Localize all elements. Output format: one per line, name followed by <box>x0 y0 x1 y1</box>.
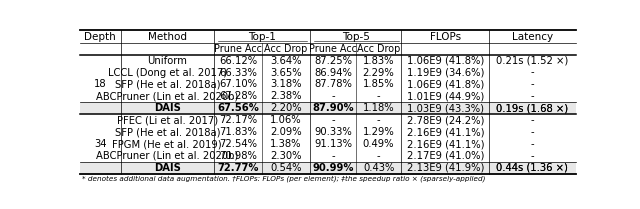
Text: 67.56%: 67.56% <box>218 103 259 113</box>
Text: 72.17%: 72.17% <box>219 115 257 125</box>
Text: 0.44s (1.36 ×): 0.44s (1.36 ×) <box>497 163 568 173</box>
Text: -: - <box>377 151 380 161</box>
Text: 0.49%: 0.49% <box>363 139 394 149</box>
Text: 2.16E9 (41.1%): 2.16E9 (41.1%) <box>407 127 484 137</box>
Text: 66.12%: 66.12% <box>219 56 257 66</box>
Text: Acc Drop: Acc Drop <box>357 44 400 54</box>
Text: -: - <box>531 91 534 101</box>
Text: 2.38%: 2.38% <box>270 91 301 101</box>
Text: Uniform: Uniform <box>147 56 188 66</box>
Text: 2.29%: 2.29% <box>363 68 394 78</box>
Text: 87.90%: 87.90% <box>312 103 354 113</box>
Text: -: - <box>331 115 335 125</box>
Text: DAIS: DAIS <box>154 163 180 173</box>
Text: FLOPs: FLOPs <box>430 32 461 42</box>
Text: LCCL (Dong et al. 2017): LCCL (Dong et al. 2017) <box>108 68 227 78</box>
Text: 1.06E9 (41.8%): 1.06E9 (41.8%) <box>407 79 484 89</box>
Text: Latency: Latency <box>512 32 553 42</box>
Text: -: - <box>531 127 534 137</box>
Text: Method: Method <box>148 32 187 42</box>
Text: 72.54%: 72.54% <box>220 139 257 149</box>
Text: ABCPruner (Lin et al. 2020b): ABCPruner (Lin et al. 2020b) <box>96 151 239 161</box>
Text: 2.16E9 (41.1%): 2.16E9 (41.1%) <box>407 139 484 149</box>
Text: 71.83%: 71.83% <box>220 127 257 137</box>
Text: 0.54%: 0.54% <box>270 163 301 173</box>
Text: -: - <box>331 151 335 161</box>
Text: Top-1: Top-1 <box>248 32 276 42</box>
Text: -: - <box>531 68 534 78</box>
Text: 1.38%: 1.38% <box>270 139 301 149</box>
Text: 1.85%: 1.85% <box>363 79 394 89</box>
Text: 2.20%: 2.20% <box>270 103 301 113</box>
Text: 86.94%: 86.94% <box>314 68 352 78</box>
Text: ABCPruner (Lin et al. 2020b): ABCPruner (Lin et al. 2020b) <box>96 91 239 101</box>
Text: 72.77%: 72.77% <box>218 163 259 173</box>
Text: 0.44s (1.36 ×): 0.44s (1.36 ×) <box>497 163 568 173</box>
Text: 2.09%: 2.09% <box>270 127 301 137</box>
Text: 91.13%: 91.13% <box>314 139 352 149</box>
Text: -: - <box>531 139 534 149</box>
Text: FPGM (He et al. 2019): FPGM (He et al. 2019) <box>113 139 222 149</box>
Text: 66.33%: 66.33% <box>220 68 257 78</box>
Bar <box>80 162 576 174</box>
Text: 67.10%: 67.10% <box>220 79 257 89</box>
Text: SFP (He et al. 2018a): SFP (He et al. 2018a) <box>115 79 220 89</box>
Text: 18: 18 <box>94 79 107 89</box>
Bar <box>80 102 576 114</box>
Text: 1.83%: 1.83% <box>363 56 394 66</box>
Text: SFP (He et al. 2018a): SFP (He et al. 2018a) <box>115 127 220 137</box>
Text: 2.13E9 (41.9%): 2.13E9 (41.9%) <box>407 163 484 173</box>
Text: 87.78%: 87.78% <box>314 79 352 89</box>
Text: 0.19s (1.68 ×): 0.19s (1.68 ×) <box>496 103 568 113</box>
Text: 2.78E9 (24.2%): 2.78E9 (24.2%) <box>407 115 484 125</box>
Text: -: - <box>377 115 380 125</box>
Text: -: - <box>377 91 380 101</box>
Text: 70.98%: 70.98% <box>220 151 257 161</box>
Text: 0.19s (1.68 ×): 0.19s (1.68 ×) <box>496 103 568 113</box>
Text: 3.65%: 3.65% <box>270 68 301 78</box>
Text: Prune Acc: Prune Acc <box>214 44 262 54</box>
Text: -: - <box>531 151 534 161</box>
Text: 90.99%: 90.99% <box>312 163 354 173</box>
Text: 1.18%: 1.18% <box>363 103 394 113</box>
Text: Acc Drop: Acc Drop <box>264 44 307 54</box>
Text: 90.33%: 90.33% <box>314 127 352 137</box>
Text: 2.17E9 (41.0%): 2.17E9 (41.0%) <box>407 151 484 161</box>
Text: 34: 34 <box>94 139 107 149</box>
Text: 0.43%: 0.43% <box>363 163 394 173</box>
Text: Prune Acc: Prune Acc <box>309 44 357 54</box>
Text: 1.19E9 (34.6%): 1.19E9 (34.6%) <box>407 68 484 78</box>
Text: -: - <box>531 79 534 89</box>
Text: 3.18%: 3.18% <box>270 79 301 89</box>
Text: 67.28%: 67.28% <box>220 91 257 101</box>
Text: 2.30%: 2.30% <box>270 151 301 161</box>
Text: DAIS: DAIS <box>154 103 180 113</box>
Text: * denotes additional data augmentation. †FLOPs: FLOPs (per element); ‡the speedu: * denotes additional data augmentation. … <box>83 175 486 182</box>
Text: PFEC (Li et al. 2017): PFEC (Li et al. 2017) <box>116 115 218 125</box>
Text: 1.29%: 1.29% <box>363 127 394 137</box>
Text: Top-5: Top-5 <box>342 32 369 42</box>
Text: -: - <box>531 115 534 125</box>
Text: 1.06E9 (41.8%): 1.06E9 (41.8%) <box>407 56 484 66</box>
Text: -: - <box>331 91 335 101</box>
Text: 1.03E9 (43.3%): 1.03E9 (43.3%) <box>407 103 484 113</box>
Text: 3.64%: 3.64% <box>270 56 301 66</box>
Text: 0.21s (1.52 ×): 0.21s (1.52 ×) <box>496 56 568 66</box>
Text: 1.01E9 (44.9%): 1.01E9 (44.9%) <box>407 91 484 101</box>
Text: 1.06%: 1.06% <box>270 115 301 125</box>
Text: Depth: Depth <box>84 32 116 42</box>
Text: 87.25%: 87.25% <box>314 56 352 66</box>
